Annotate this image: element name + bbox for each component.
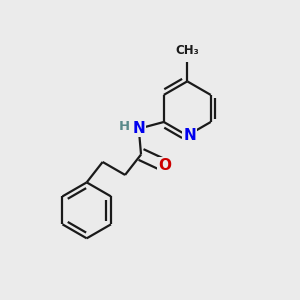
Text: N: N (183, 128, 196, 143)
Text: CH₃: CH₃ (176, 44, 199, 57)
Text: H: H (119, 120, 130, 133)
Text: O: O (158, 158, 171, 173)
Text: N: N (132, 121, 145, 136)
